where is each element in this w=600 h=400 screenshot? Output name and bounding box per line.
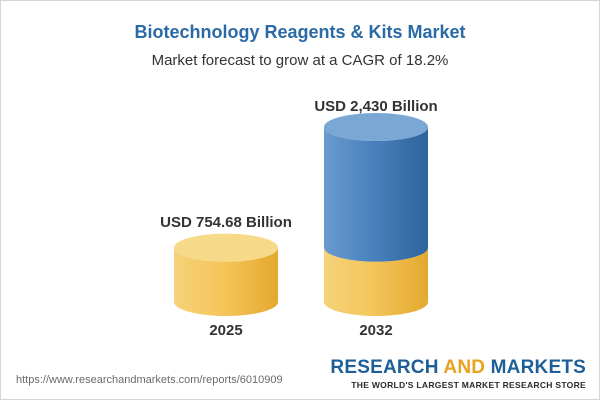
- report-url[interactable]: https://www.researchandmarkets.com/repor…: [16, 374, 283, 386]
- bar-2025-body: [174, 247, 278, 316]
- chart-title: Biotechnology Reagents & Kits Market: [134, 22, 466, 42]
- brand-name: RESEARCH AND MARKETS: [330, 357, 586, 378]
- category-label-2025: 2025: [209, 322, 242, 339]
- bar-2032: [324, 113, 428, 316]
- bar-2025-top: [174, 233, 278, 262]
- category-label-2032: 2032: [359, 322, 392, 339]
- bar-2032-growth-body: [324, 127, 428, 262]
- value-label-2032: USD 2,430 Billion: [314, 98, 437, 115]
- value-label-2025: USD 754.68 Billion: [160, 214, 292, 231]
- bar-2032-top: [324, 113, 428, 141]
- brand-logo: RESEARCH AND MARKETS THE WORLD'S LARGEST…: [330, 357, 586, 390]
- bar-2025: [174, 233, 278, 316]
- brand-tagline: THE WORLD'S LARGEST MARKET RESEARCH STOR…: [351, 380, 586, 390]
- bar-2032-base-body: [324, 247, 428, 316]
- chart-subtitle: Market forecast to grow at a CAGR of 18.…: [151, 52, 449, 69]
